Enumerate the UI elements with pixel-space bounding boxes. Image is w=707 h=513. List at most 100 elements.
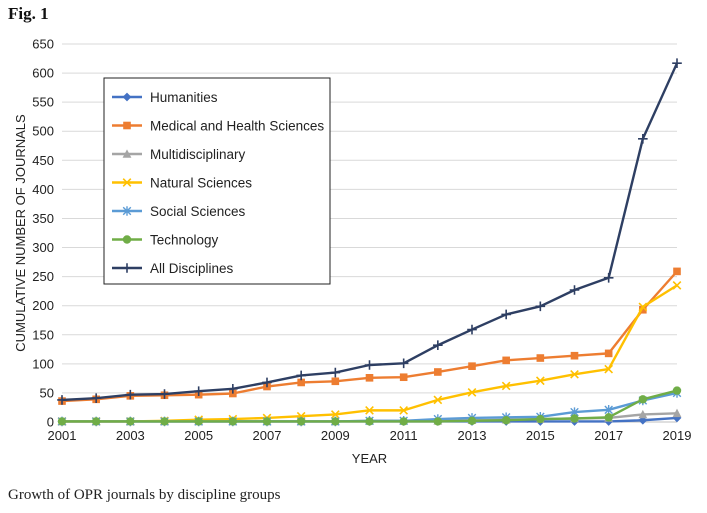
y-tick-label: 450	[32, 153, 54, 168]
data-point-all-disciplines	[569, 285, 580, 295]
data-point-all-disciplines	[159, 389, 170, 399]
y-tick-label: 250	[32, 269, 54, 284]
data-point-natural-sciences	[467, 387, 477, 397]
legend-label: All Disciplines	[150, 261, 234, 276]
data-point-technology	[433, 417, 443, 426]
data-point-technology	[262, 417, 272, 426]
y-tick-label: 100	[32, 356, 54, 371]
data-point-medical-and-health-sciences	[399, 373, 408, 382]
axes: 0 50 100 150 200 250 300 350 400 450 500 550 600 650 2…	[13, 37, 691, 467]
legend-label: Natural Sciences	[150, 176, 252, 191]
data-point-technology	[126, 417, 135, 426]
data-point-technology	[672, 386, 682, 395]
y-tick-label: 550	[32, 95, 54, 110]
legend-item-technology: Technology	[112, 233, 219, 248]
legend-item-multidisciplinary: Multidisciplinary	[112, 147, 246, 162]
legend-item-humanities: Humanities	[112, 90, 218, 105]
data-point-technology	[604, 413, 613, 422]
legend-item-natural-sciences: Natural Sciences	[112, 176, 252, 191]
y-axis-title: CUMULATIVE NUMBER OF JOURNALS	[13, 114, 28, 352]
data-point-technology	[536, 414, 545, 424]
legend-box	[103, 77, 331, 285]
data-point-medical-and-health-sciences	[639, 305, 647, 314]
data-point-all-disciplines	[262, 377, 272, 388]
data-point-all-disciplines	[330, 367, 341, 378]
data-point-all-disciplines	[603, 272, 614, 283]
x-tick-label: 2007	[253, 428, 282, 443]
data-point-medical-and-health-sciences	[331, 377, 340, 386]
data-point-all-disciplines	[535, 301, 546, 312]
data-point-natural-sciences	[535, 376, 545, 386]
data-point-technology	[501, 416, 511, 425]
data-point-all-disciplines	[125, 389, 136, 400]
series-technology	[57, 386, 682, 426]
data-point-natural-sciences	[433, 395, 443, 405]
data-point-natural-sciences	[672, 280, 682, 290]
y-tick-label: 300	[32, 240, 54, 255]
y-tick-label: 350	[32, 211, 54, 226]
chart-frame: 0 50 100 150 200 250 300 350 400 450 500 550 600 650 2…	[8, 31, 699, 477]
data-point-technology	[160, 417, 169, 426]
x-tick-label: 2015	[526, 428, 555, 443]
legend-label: Humanities	[150, 90, 218, 105]
legend-item-social-sciences: Social Sciences	[112, 204, 246, 219]
data-point-all-disciplines	[228, 384, 238, 394]
data-point-technology	[570, 414, 579, 423]
data-point-medical-and-health-sciences	[536, 354, 545, 362]
y-tick-label: 200	[32, 298, 54, 313]
data-point-medical-and-health-sciences	[468, 362, 476, 370]
data-point-medical-and-health-sciences	[365, 374, 374, 382]
data-point-all-disciplines	[501, 309, 511, 320]
legend-marker	[122, 235, 132, 244]
data-point-natural-sciences	[330, 410, 340, 419]
data-point-all-disciplines	[398, 358, 409, 369]
data-point-technology	[296, 417, 306, 426]
y-tick-label: 600	[32, 66, 54, 81]
data-point-all-disciplines	[638, 133, 648, 144]
data-point-technology	[228, 417, 238, 426]
data-point-all-disciplines	[57, 395, 67, 405]
x-axis-title: YEAR	[352, 451, 387, 466]
legend-item-all-disciplines: All Disciplines	[112, 261, 234, 276]
data-point-medical-and-health-sciences	[434, 368, 442, 376]
x-tick-label: 2011	[390, 428, 418, 443]
data-point-technology	[331, 417, 340, 426]
y-tick-label: 50	[40, 385, 54, 400]
data-point-medical-and-health-sciences	[502, 356, 510, 365]
data-point-natural-sciences	[638, 302, 648, 312]
data-point-technology	[399, 417, 408, 426]
data-point-all-disciplines	[672, 58, 682, 68]
y-tick-label: 150	[32, 327, 54, 342]
series-line-medical-and-health-sciences	[61, 270, 678, 403]
x-tick-label: 2017	[594, 428, 623, 443]
series-all-disciplines	[57, 58, 682, 405]
data-point-all-disciplines	[193, 386, 204, 396]
legend-marker	[122, 92, 132, 102]
data-point-natural-sciences	[501, 381, 511, 391]
legend-marker	[122, 263, 132, 273]
data-point-technology	[91, 417, 101, 426]
data-point-natural-sciences	[365, 406, 374, 415]
series-layer	[57, 58, 682, 427]
data-point-medical-and-health-sciences	[297, 378, 305, 387]
series-medical-and-health-sciences	[58, 267, 681, 405]
legend-label: Social Sciences	[150, 204, 246, 219]
data-point-technology	[467, 416, 477, 426]
data-point-technology	[638, 395, 648, 404]
x-tick-label: 2001	[48, 428, 77, 443]
y-tick-label: 0	[47, 415, 54, 430]
data-point-technology	[194, 417, 203, 426]
x-tick-label: 2005	[184, 428, 213, 443]
data-point-natural-sciences	[604, 364, 614, 374]
legend-label: Multidisciplinary	[150, 147, 246, 162]
legend-marker	[122, 178, 132, 187]
x-tick-label: 2009	[321, 428, 350, 443]
legend: Humanities Medical and Health Sciences Mul…	[103, 77, 331, 285]
data-point-all-disciplines	[296, 370, 306, 381]
data-point-all-disciplines	[91, 393, 101, 403]
x-tick-label: 2019	[663, 428, 692, 443]
data-point-all-disciplines	[467, 324, 477, 335]
legend-label: Technology	[150, 233, 219, 248]
line-chart: 0 50 100 150 200 250 300 350 400 450 500 550 600 650 2…	[13, 37, 691, 467]
figure-label: Fig. 1	[8, 4, 49, 23]
